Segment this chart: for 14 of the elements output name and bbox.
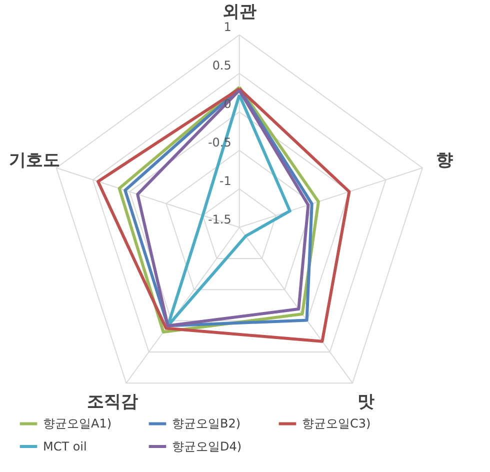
legend-label: 향균오일D4) [172, 439, 242, 454]
spoke-label: 외관 [222, 2, 256, 22]
spoke-label: 맛 [358, 392, 375, 412]
legend-label: 향균오일B2) [172, 416, 241, 431]
legend-label: 향균오일C3) [302, 416, 371, 431]
spoke-label: 기호도 [8, 150, 60, 171]
spoke-label: 조직감 [87, 392, 138, 412]
legend-label: MCT oil [43, 439, 87, 454]
y-tick-label: -1.5 [208, 212, 232, 226]
y-tick-label: 0.5 [212, 58, 232, 72]
spoke-label: 향 [436, 150, 453, 171]
y-tick-label: 1 [224, 20, 232, 34]
legend-label: 향균오일A1) [43, 416, 112, 431]
y-tick-label: -1 [219, 174, 232, 188]
